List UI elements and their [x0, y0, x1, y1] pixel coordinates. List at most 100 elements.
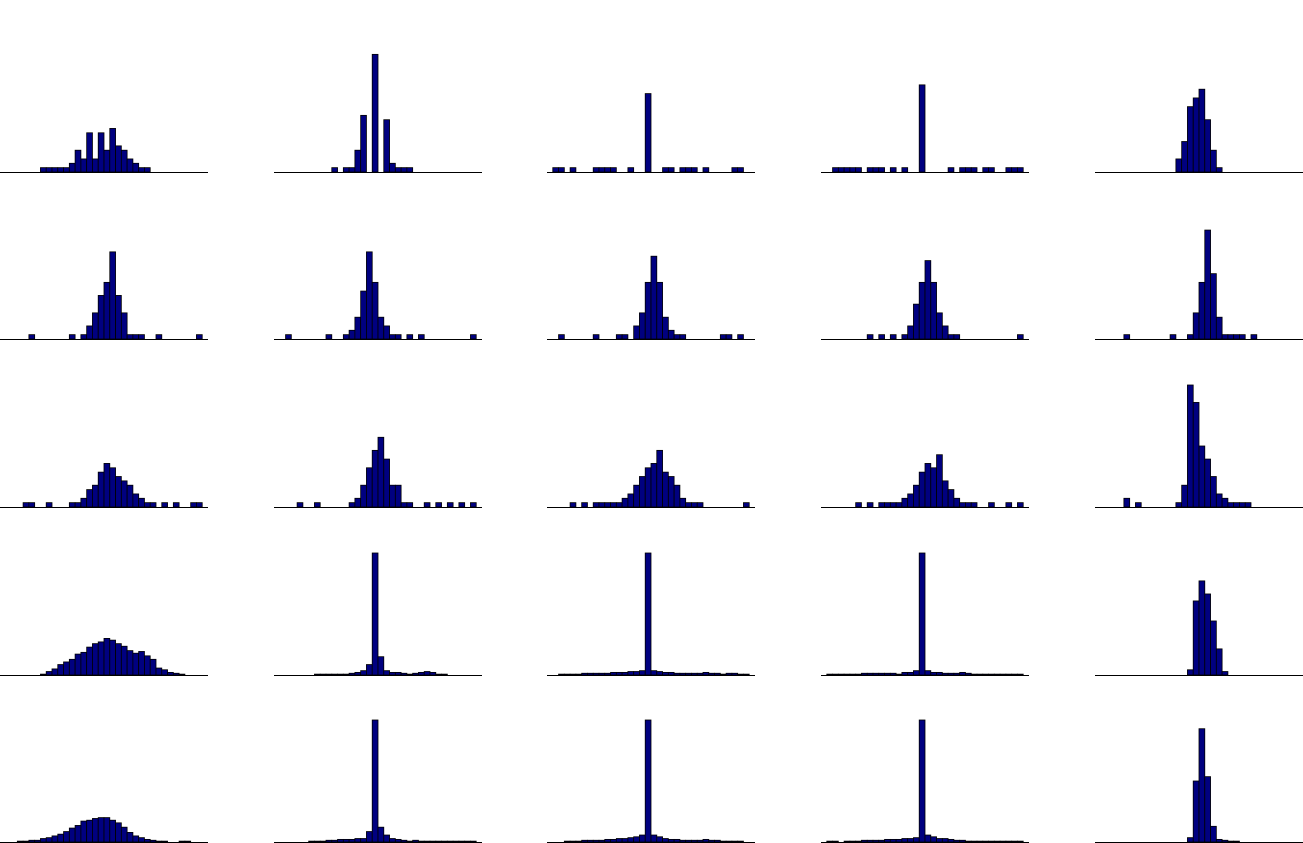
- histogram-bar: [621, 671, 629, 676]
- histogram-bar: [627, 837, 635, 843]
- histogram-bar: [866, 672, 874, 676]
- histogram-bar: [563, 673, 571, 676]
- histogram-bar: [936, 312, 943, 340]
- histogram-bar: [470, 334, 477, 340]
- histogram-panel-r4c4: [821, 552, 1029, 676]
- histogram-bar: [337, 673, 344, 676]
- histogram-bar: [662, 471, 669, 508]
- histogram-bar: [377, 656, 385, 676]
- histogram-bar: [354, 671, 362, 676]
- histogram-bar: [1221, 839, 1229, 843]
- histogram-bar: [92, 158, 99, 173]
- histogram-bar: [400, 502, 408, 508]
- histogram-bar: [970, 840, 978, 843]
- histogram-bar: [155, 840, 163, 843]
- histogram-bar: [959, 671, 966, 676]
- histogram-bar: [63, 167, 70, 173]
- histogram-bar: [918, 719, 926, 843]
- histogram-bar: [947, 489, 955, 508]
- histogram-panel-r3c5: [1095, 384, 1303, 508]
- histogram-bar: [120, 480, 128, 508]
- histogram-bar: [1227, 840, 1235, 843]
- histogram-bar: [97, 641, 105, 676]
- histogram-bar: [999, 840, 1007, 843]
- histogram-bar: [97, 471, 105, 508]
- histogram-bar: [389, 838, 396, 843]
- histogram-bar: [371, 552, 379, 676]
- histogram-bar: [878, 839, 885, 843]
- histogram-bar: [936, 671, 943, 676]
- histogram-bar: [103, 149, 111, 173]
- histogram-bar: [837, 673, 845, 676]
- histogram-bar: [970, 673, 978, 676]
- histogram-bar: [1005, 167, 1013, 173]
- histogram-bar: [1198, 445, 1206, 508]
- histogram-bar: [615, 838, 623, 843]
- histogram-panel-r3c1: [0, 463, 208, 508]
- histogram-bar: [348, 838, 356, 843]
- histogram-panel-r2c4: [821, 260, 1029, 340]
- histogram-bar: [1017, 840, 1024, 843]
- histogram-bar: [149, 658, 157, 676]
- histogram-bar: [1204, 119, 1211, 173]
- histogram-bar: [737, 167, 744, 173]
- histogram-bar: [861, 672, 868, 676]
- histogram-panel-r2c2: [274, 251, 482, 340]
- histogram-bar: [656, 449, 663, 508]
- histogram-bar: [656, 281, 663, 340]
- histogram-bar: [120, 312, 128, 340]
- histogram-bar: [348, 329, 356, 340]
- histogram-bar: [155, 334, 163, 340]
- histogram-bar: [331, 167, 338, 173]
- histogram-bar: [1123, 334, 1131, 340]
- histogram-bar: [103, 638, 111, 676]
- histogram-bar: [907, 838, 914, 843]
- histogram-bar: [126, 334, 134, 340]
- histogram-bar: [679, 167, 687, 173]
- histogram-bar: [314, 673, 321, 676]
- histogram-bar: [22, 502, 30, 508]
- histogram-bar: [470, 502, 477, 508]
- histogram-bar: [45, 837, 53, 843]
- histogram-bar: [348, 167, 356, 173]
- histogram-bar: [1187, 334, 1194, 340]
- histogram-bar: [965, 840, 972, 843]
- histogram-bar: [400, 839, 408, 843]
- histogram-bar: [901, 334, 909, 340]
- histogram-bar: [126, 832, 134, 843]
- histogram-bar: [587, 672, 594, 676]
- histogram-bar: [406, 167, 414, 173]
- histogram-panel-r1c3: [547, 93, 755, 173]
- histogram-bar: [470, 840, 477, 843]
- histogram-bar: [172, 672, 180, 676]
- histogram-bar: [947, 672, 955, 676]
- histogram-bar: [598, 167, 606, 173]
- histogram-bar: [406, 334, 414, 340]
- histogram-bar: [57, 833, 64, 843]
- histogram-bar: [155, 667, 163, 676]
- histogram-bar: [1233, 334, 1240, 340]
- histogram-bar: [1192, 402, 1200, 508]
- histogram-bar: [604, 502, 611, 508]
- histogram-bar: [1169, 334, 1177, 340]
- histogram-bar: [371, 719, 379, 843]
- histogram-bar: [1011, 840, 1018, 843]
- histogram-bar: [1198, 88, 1206, 173]
- histogram-bar: [1187, 106, 1194, 173]
- histogram-bar: [51, 835, 59, 843]
- histogram-bar: [74, 825, 82, 843]
- histogram-panel-r2c1: [0, 251, 208, 340]
- histogram-bar: [685, 839, 692, 843]
- histogram-bar: [639, 670, 646, 676]
- histogram-bar: [120, 826, 128, 843]
- histogram-bar: [581, 672, 588, 676]
- histogram-bar: [737, 673, 744, 676]
- histogram-bar: [115, 295, 122, 340]
- histogram-bar: [418, 671, 425, 676]
- histogram-bar: [144, 167, 151, 173]
- histogram-bar: [1250, 334, 1258, 340]
- histogram-bar: [849, 167, 857, 173]
- histogram-bar: [667, 476, 675, 508]
- histogram-bar: [907, 671, 914, 676]
